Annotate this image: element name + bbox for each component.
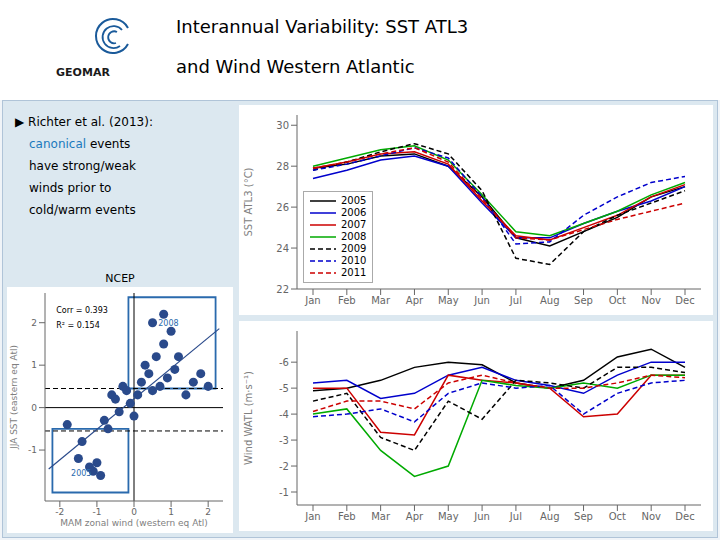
svg-text:2008: 2008 [158, 319, 178, 328]
svg-text:Sep: Sep [574, 295, 593, 306]
html-text:cold/warm events: cold/warm events [29, 203, 136, 217]
html-text:canonical events: canonical events [29, 137, 131, 151]
html-text:have strong/weak: have strong/weak [29, 159, 136, 173]
svg-text:Aug: Aug [540, 295, 560, 306]
svg-text:Jun: Jun [473, 511, 490, 522]
svg-text:Oct: Oct [609, 511, 626, 522]
svg-text:-1: -1 [92, 507, 101, 517]
svg-text:30: 30 [276, 120, 289, 131]
svg-text:MAM zonal wind (western eq Atl: MAM zonal wind (western eq Atl) [60, 518, 207, 528]
svg-text:SST ATL3 (°C): SST ATL3 (°C) [243, 167, 254, 236]
html-text:GEOMAR: GEOMAR [56, 66, 110, 79]
svg-text:Nov: Nov [641, 295, 661, 306]
html-text:2009: 2009 [341, 243, 367, 254]
svg-text:-1: -1 [279, 487, 289, 498]
html-text:and Wind Western Atlantic: and Wind Western Atlantic [176, 56, 415, 77]
svg-text:Apr: Apr [406, 295, 424, 306]
svg-text:Dec: Dec [675, 295, 694, 306]
svg-text:Sep: Sep [574, 511, 593, 522]
html-text:Interannual Variability: SST A: Interannual Variability: SST ATL3 [176, 16, 469, 37]
svg-text:Feb: Feb [338, 295, 356, 306]
svg-text:-1: -1 [28, 445, 37, 455]
svg-text:Oct: Oct [609, 295, 626, 306]
svg-text:Feb: Feb [338, 511, 356, 522]
svg-text:2005: 2005 [71, 469, 91, 478]
svg-text:2: 2 [31, 318, 37, 328]
svg-text:-6: -6 [279, 357, 289, 368]
svg-text:26: 26 [276, 202, 289, 213]
svg-text:1: 1 [31, 360, 37, 370]
html-text:NCEP: NCEP [105, 272, 135, 285]
svg-text:R² = 0.154: R² = 0.154 [56, 321, 99, 330]
svg-text:JJA SST (eastern eq Atl): JJA SST (eastern eq Atl) [9, 345, 19, 450]
svg-text:Jul: Jul [509, 511, 522, 522]
svg-text:May: May [438, 511, 459, 522]
html-text:winds prior to: winds prior to [29, 181, 112, 195]
svg-text:Nov: Nov [641, 511, 661, 522]
html-text:2010: 2010 [341, 255, 367, 266]
svg-text:22: 22 [276, 284, 289, 295]
svg-text:Jan: Jan [304, 511, 320, 522]
svg-text:0: 0 [31, 403, 37, 413]
svg-text:Jun: Jun [473, 295, 490, 306]
svg-text:Wind WATL (m·s⁻¹): Wind WATL (m·s⁻¹) [243, 371, 254, 465]
html-text:2006: 2006 [341, 207, 367, 218]
html-text:2011: 2011 [341, 267, 367, 278]
svg-text:0: 0 [131, 507, 137, 517]
svg-text:Apr: Apr [406, 511, 424, 522]
html-text:2007: 2007 [341, 219, 367, 230]
svg-text:-3: -3 [279, 435, 289, 446]
svg-text:24: 24 [276, 243, 289, 254]
svg-text:Mar: Mar [371, 295, 391, 306]
svg-text:Jan: Jan [304, 295, 320, 306]
svg-text:-2: -2 [55, 507, 64, 517]
svg-text:May: May [438, 295, 459, 306]
html-text:2008: 2008 [341, 231, 367, 242]
svg-text:2: 2 [205, 507, 211, 517]
html-text:2005: 2005 [341, 195, 367, 206]
svg-text:Aug: Aug [540, 511, 560, 522]
svg-text:Corr = 0.393: Corr = 0.393 [56, 306, 108, 315]
svg-text:1: 1 [168, 507, 174, 517]
svg-text:Jul: Jul [509, 295, 522, 306]
svg-text:Mar: Mar [371, 511, 391, 522]
svg-text:-2: -2 [279, 461, 289, 472]
html-text:▶ Richter et al. (2013):: ▶ Richter et al. (2013): [15, 115, 153, 129]
svg-text:-5: -5 [279, 383, 289, 394]
svg-text:-4: -4 [279, 409, 289, 420]
svg-text:28: 28 [276, 161, 289, 172]
svg-text:Dec: Dec [675, 511, 694, 522]
